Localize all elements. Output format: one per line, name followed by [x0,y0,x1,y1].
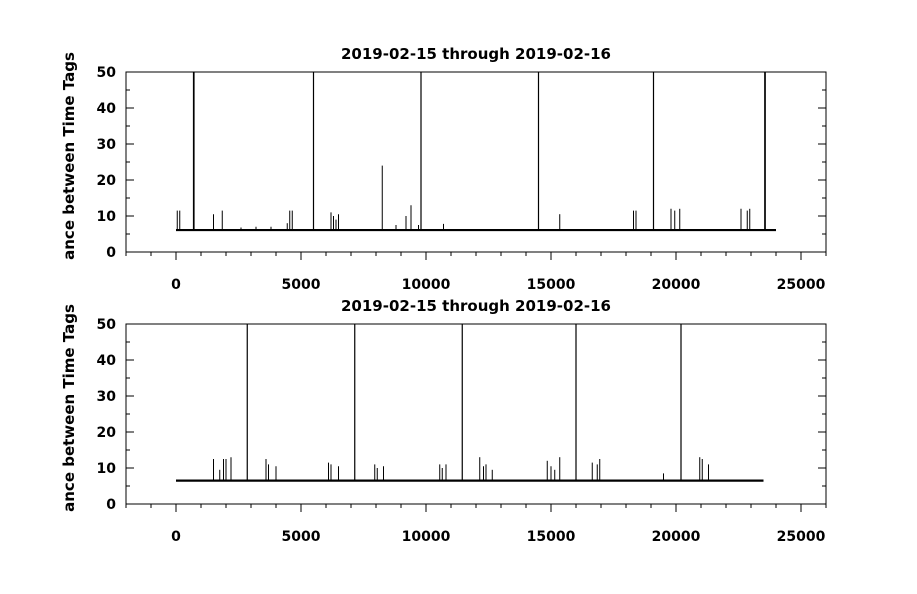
x-tick-label: 25000 [777,277,826,293]
y-tick-label: 50 [97,317,117,333]
y-tick-label: 30 [97,389,117,405]
y-axis-label: ance between Time Tags [60,52,78,260]
x-tick-label: 10000 [402,529,451,545]
x-tick-label: 5000 [282,277,321,293]
top-chart-panel: 2019-02-15 through 2019-02-16 ance betwee… [60,45,827,293]
x-tick-label: 20000 [652,529,701,545]
y-tick-label: 40 [97,101,117,117]
plot-area [176,72,776,232]
y-tick-label: 50 [97,65,117,81]
chart-title: 2019-02-15 through 2019-02-16 [341,45,611,63]
x-tick-label: 10000 [402,277,451,293]
y-tick-label: 10 [97,461,117,477]
x-tick-label: 15000 [527,529,576,545]
x-tick-label: 20000 [652,277,701,293]
y-axis-label: ance between Time Tags [60,304,78,512]
y-tick-label: 0 [106,245,116,261]
y-tick-label: 10 [97,209,117,225]
y-tick-label: 40 [97,353,117,369]
y-tick-label: 20 [97,425,117,441]
plot-area [176,324,764,482]
plot-frame [125,71,827,253]
y-tick-label: 0 [106,497,116,513]
y-tick-label: 30 [97,137,117,153]
bottom-chart-panel: 2019-02-15 through 2019-02-16 ance betwee… [60,297,827,545]
x-tick-label: 15000 [527,277,576,293]
y-tick-label: 20 [97,173,117,189]
x-tick-label: 0 [171,277,181,293]
x-tick-label: 0 [171,529,181,545]
x-tick-label: 5000 [282,529,321,545]
x-tick-label: 25000 [777,529,826,545]
chart-title: 2019-02-15 through 2019-02-16 [341,297,611,315]
